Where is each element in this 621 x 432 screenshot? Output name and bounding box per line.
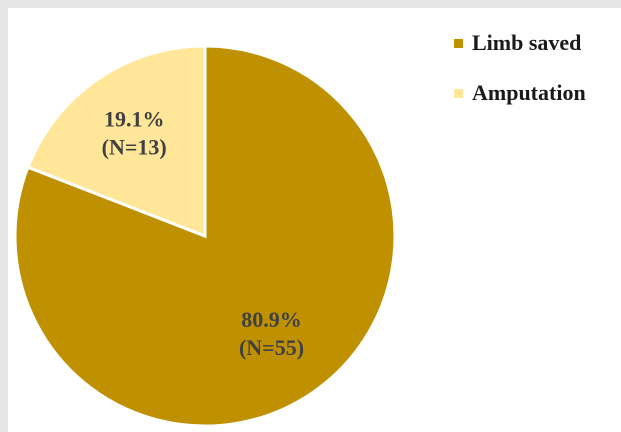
slice-count-label: (N=13) (102, 135, 167, 160)
pie-slices (15, 46, 395, 426)
slice-percent-label: 19.1% (104, 107, 165, 132)
legend-label-amputation: Amputation (472, 80, 586, 106)
slice-count-label: (N=55) (239, 335, 304, 360)
legend: Limb saved Amputation (454, 28, 586, 128)
legend-item-limb-saved: Limb saved (454, 28, 586, 58)
legend-label-limb-saved: Limb saved (472, 30, 581, 56)
legend-swatch-limb-saved (454, 39, 463, 48)
legend-swatch-amputation (454, 89, 463, 98)
legend-item-amputation: Amputation (454, 78, 586, 108)
slice-percent-label: 80.9% (241, 307, 302, 332)
